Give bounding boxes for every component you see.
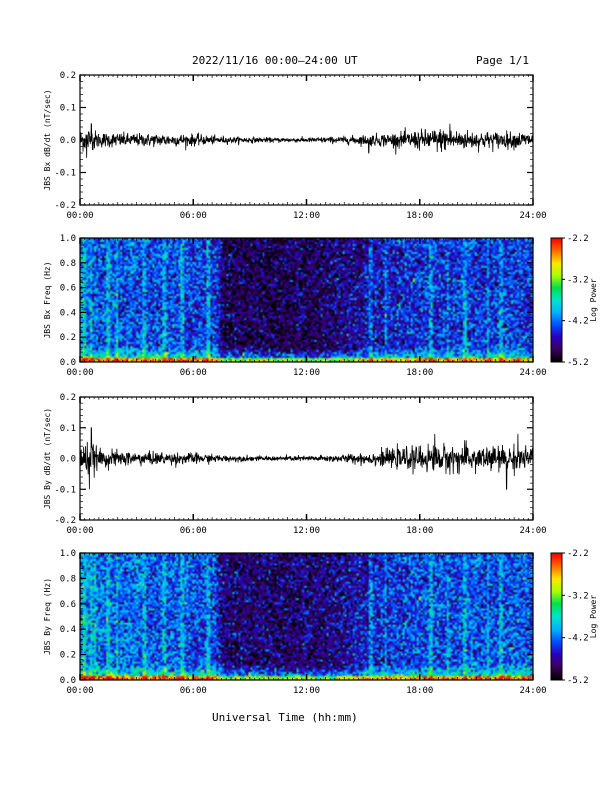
y-tick-label: 0.1 xyxy=(60,104,76,114)
y-tick-label: -0.1 xyxy=(54,485,76,495)
y-tick-label: 0.0 xyxy=(60,136,76,146)
colorbar-frame xyxy=(550,237,563,363)
header-date-range: 2022/11/16 00:00–24:00 UT xyxy=(192,54,358,67)
x-tick-label: 12:00 xyxy=(293,686,320,696)
time-series-trace xyxy=(79,427,534,490)
panel-by-ts: 00:00 06:00 12:00 18:00 24:00 0.2 0.1 0.0 -0.1 -0… xyxy=(43,393,547,536)
time-series-trace xyxy=(79,123,534,158)
y-tick-label: 0.0 xyxy=(60,358,76,368)
colorbar-tick-label: -2.2 xyxy=(567,234,589,244)
x-tick-label: 06:00 xyxy=(180,368,207,378)
x-tick-label: 18:00 xyxy=(406,211,433,221)
x-tick-label: 06:00 xyxy=(180,526,207,536)
y-axis-label: JBS Bx dB/dt (nT/sec) xyxy=(43,89,52,190)
x-tick-label: 18:00 xyxy=(406,526,433,536)
y-tick-label: 0.0 xyxy=(60,455,76,465)
colorbar-label: Log Power xyxy=(589,278,598,322)
spectrogram-image xyxy=(80,238,533,362)
colorbar-tick-label: -4.2 xyxy=(567,634,589,644)
y-tick-label: 0.6 xyxy=(60,600,76,610)
x-tick-label: 00:00 xyxy=(66,368,93,378)
colorbar-gradient xyxy=(551,238,562,362)
colorbar-tick-label: -3.2 xyxy=(567,591,589,601)
panel-bx-ts: 00:00 06:00 12:00 18:00 24:00 0.2 0.1 0.0 -0.1 -0… xyxy=(43,71,547,221)
y-tick-label: 1.0 xyxy=(60,234,76,244)
x-tick-label: 06:00 xyxy=(180,686,207,696)
y-tick-label: 0.6 xyxy=(60,284,76,294)
x-tick-label: 12:00 xyxy=(293,526,320,536)
y-tick-label: 0.8 xyxy=(60,259,76,269)
y-tick-label: 0.1 xyxy=(60,424,76,434)
y-tick-label: 0.8 xyxy=(60,574,76,584)
y-tick-label: 0.4 xyxy=(60,308,76,318)
x-tick-label: 24:00 xyxy=(519,526,546,536)
x-tick-label: 24:00 xyxy=(519,368,546,378)
x-tick-label: 18:00 xyxy=(406,686,433,696)
y-tick-label: 0.2 xyxy=(60,71,76,81)
x-tick-label: 00:00 xyxy=(66,211,93,221)
colorbar-frame xyxy=(550,552,563,681)
x-tick-label: 24:00 xyxy=(519,686,546,696)
y-tick-label: 0.2 xyxy=(60,393,76,403)
y-tick-label: 0.4 xyxy=(60,625,76,635)
colorbar-gradient xyxy=(551,553,562,680)
y-axis-label: JBS By Freq (Hz) xyxy=(43,578,52,655)
y-axis-label: JBS Bx Freq (Hz) xyxy=(43,261,52,338)
y-tick-label: 0.2 xyxy=(60,333,76,343)
y-tick-label: 1.0 xyxy=(60,549,76,559)
x-tick-label: 00:00 xyxy=(66,526,93,536)
colorbar-tick-label: -2.2 xyxy=(567,549,589,559)
y-tick-label: -0.1 xyxy=(54,169,76,179)
x-tick-label: 24:00 xyxy=(519,211,546,221)
y-tick-label: 0.2 xyxy=(60,651,76,661)
colorbar-tick-label: -5.2 xyxy=(567,676,589,686)
colorbar-tick-label: -5.2 xyxy=(567,358,589,368)
x-tick-label: 18:00 xyxy=(406,368,433,378)
x-axis-label: Universal Time (hh:mm) xyxy=(212,711,358,724)
header-page-number: Page 1/1 xyxy=(476,54,529,67)
x-tick-label: 06:00 xyxy=(180,211,207,221)
panel-bx-spec: -2.2 -3.2 -4.2 -5.2 Log Power 00:00 06:00 12:00… xyxy=(43,234,598,378)
colorbar-tick-label: -4.2 xyxy=(567,317,589,327)
y-axis-label: JBS By dB/dt (nT/sec) xyxy=(43,408,52,509)
x-tick-label: 12:00 xyxy=(293,368,320,378)
panel-by-spec: -2.2 -3.2 -4.2 -5.2 Log Power 00:00 06:00 12:00… xyxy=(43,549,598,696)
colorbar-label: Log Power xyxy=(589,595,598,639)
y-tick-label: 0.0 xyxy=(60,676,76,686)
colorbar-tick-label: -3.2 xyxy=(567,275,589,285)
y-tick-label: -0.2 xyxy=(54,516,76,526)
spectrogram-image xyxy=(80,553,533,680)
x-tick-label: 00:00 xyxy=(66,686,93,696)
y-tick-label: -0.2 xyxy=(54,201,76,211)
x-tick-label: 12:00 xyxy=(293,211,320,221)
